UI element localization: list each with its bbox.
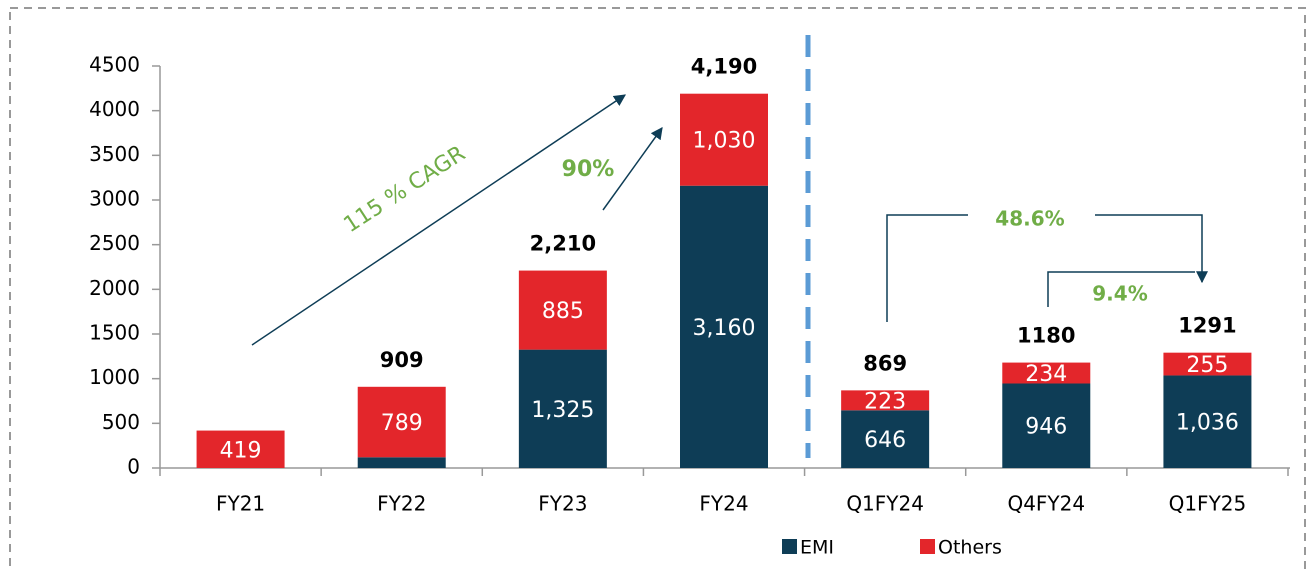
y-tick-label: 4500 — [89, 53, 140, 77]
bar-segment — [1002, 362, 1091, 384]
y-tick-label: 500 — [102, 410, 140, 434]
data-label: 1,030 — [693, 129, 756, 154]
y-tick-label: 3000 — [89, 187, 140, 211]
total-label: 2,210 — [530, 232, 596, 256]
data-label: 646 — [864, 428, 906, 453]
bar-segment — [518, 270, 607, 350]
data-label: 234 — [1025, 362, 1067, 387]
bar-segment — [680, 185, 768, 468]
x-tick-label: FY23 — [538, 492, 587, 516]
bar-segment — [1163, 375, 1252, 468]
total-label: 4,190 — [691, 55, 757, 79]
x-tick-label: FY21 — [216, 492, 265, 516]
y-tick-label: 2500 — [89, 231, 140, 255]
y-tick-label: 0 — [127, 455, 140, 479]
total-label: 869 — [863, 351, 907, 375]
frame — [9, 7, 1306, 572]
annotation: 115 % CAGR — [340, 141, 470, 238]
legend-label: EMI — [800, 537, 834, 559]
legend-swatch — [920, 539, 935, 554]
data-label: 223 — [864, 389, 906, 414]
data-label: 789 — [381, 411, 423, 436]
annotation: 90% — [562, 157, 615, 182]
data-label: 255 — [1186, 353, 1228, 378]
y-tick-label: 1500 — [89, 321, 140, 345]
data-label: 1,036 — [1176, 411, 1239, 436]
total-label: 909 — [380, 348, 424, 372]
annotation: 9.4% — [1092, 282, 1147, 306]
bar-segment — [196, 430, 285, 468]
data-label: 1,325 — [531, 398, 594, 423]
x-tick-label: FY22 — [377, 492, 426, 516]
y-tick-label: 2000 — [89, 276, 140, 300]
bar-segment — [841, 390, 930, 411]
data-label: 885 — [542, 299, 584, 324]
y-tick-label: 1000 — [89, 365, 140, 389]
arrows — [251, 94, 1208, 346]
data-label: 3,160 — [693, 316, 756, 341]
bar-segment — [1002, 383, 1091, 468]
x-tick-label: Q1FY25 — [1169, 492, 1247, 516]
bar-segment — [518, 349, 607, 468]
legend-swatch — [782, 539, 797, 554]
bar-segment — [680, 93, 768, 186]
x-tick-label: FY24 — [699, 492, 748, 516]
bar-segment — [1163, 352, 1252, 376]
bar-segment — [357, 457, 446, 468]
total-label: 1291 — [1178, 314, 1236, 338]
bar-segment — [841, 410, 930, 468]
bar-segment — [357, 386, 446, 458]
y-tick-label: 3500 — [89, 142, 140, 166]
annotation: 48.6% — [995, 207, 1064, 231]
data-label: 946 — [1025, 415, 1067, 440]
x-tick-label: Q1FY24 — [846, 492, 924, 516]
total-label: 1180 — [1017, 324, 1075, 348]
data-label: 419 — [220, 438, 262, 463]
y-tick-label: 4000 — [89, 97, 140, 121]
x-tick-label: Q4FY24 — [1007, 492, 1085, 516]
legend-label: Others — [938, 537, 1002, 559]
